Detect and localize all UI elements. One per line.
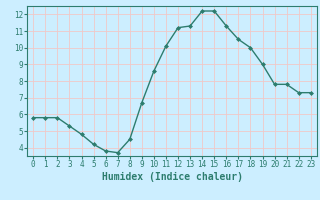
X-axis label: Humidex (Indice chaleur): Humidex (Indice chaleur): [101, 172, 243, 182]
